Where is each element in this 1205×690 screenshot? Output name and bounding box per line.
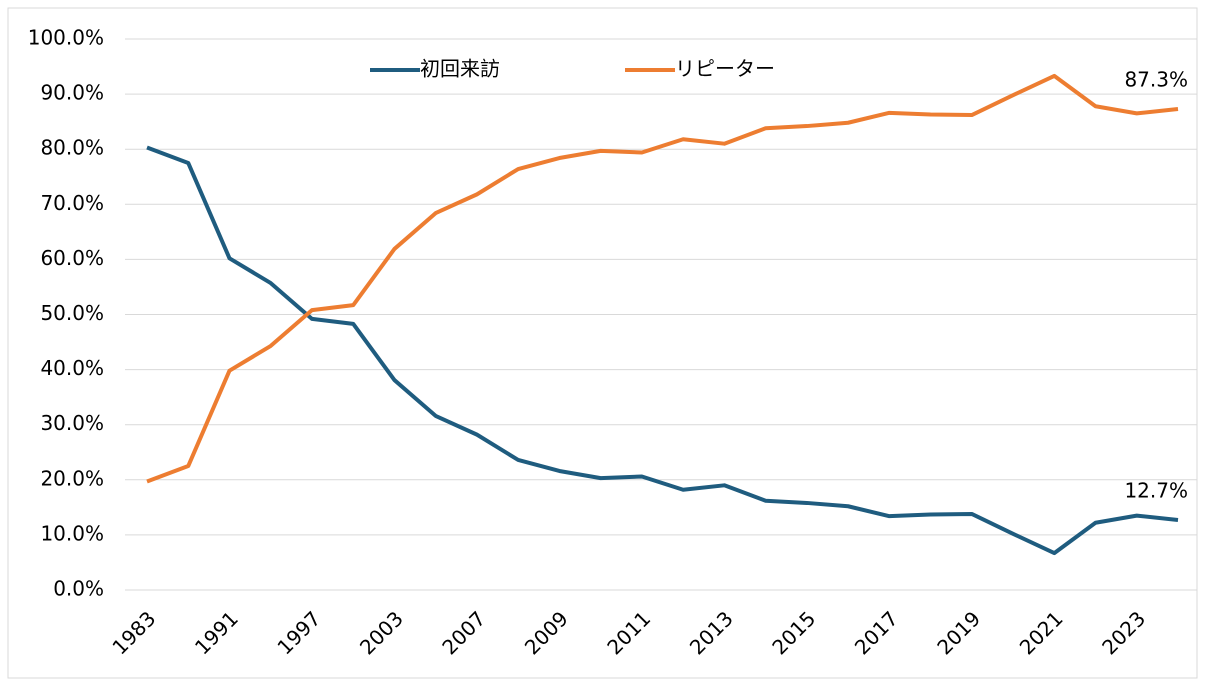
y-tick-label: 90.0% bbox=[40, 81, 104, 105]
y-tick-label: 30.0% bbox=[40, 411, 104, 435]
data-label: 12.7% bbox=[1124, 479, 1188, 503]
y-tick-label: 60.0% bbox=[40, 246, 104, 270]
y-tick-label: 40.0% bbox=[40, 356, 104, 380]
series-line bbox=[146, 73, 1179, 484]
chart-border bbox=[7, 7, 1198, 679]
legend-label: 初回来訪 bbox=[420, 57, 500, 81]
y-tick-label: 70.0% bbox=[40, 191, 104, 215]
y-tick-label: 0.0% bbox=[53, 577, 104, 601]
legend-label: リピーター bbox=[675, 57, 775, 81]
y-tick-label: 100.0% bbox=[28, 26, 104, 50]
series-line bbox=[146, 145, 1179, 556]
data-label: 87.3% bbox=[1124, 67, 1188, 91]
y-tick-label: 10.0% bbox=[40, 521, 104, 545]
y-tick-label: 20.0% bbox=[40, 466, 104, 490]
y-tick-label: 80.0% bbox=[40, 136, 104, 160]
y-tick-label: 50.0% bbox=[40, 301, 104, 325]
